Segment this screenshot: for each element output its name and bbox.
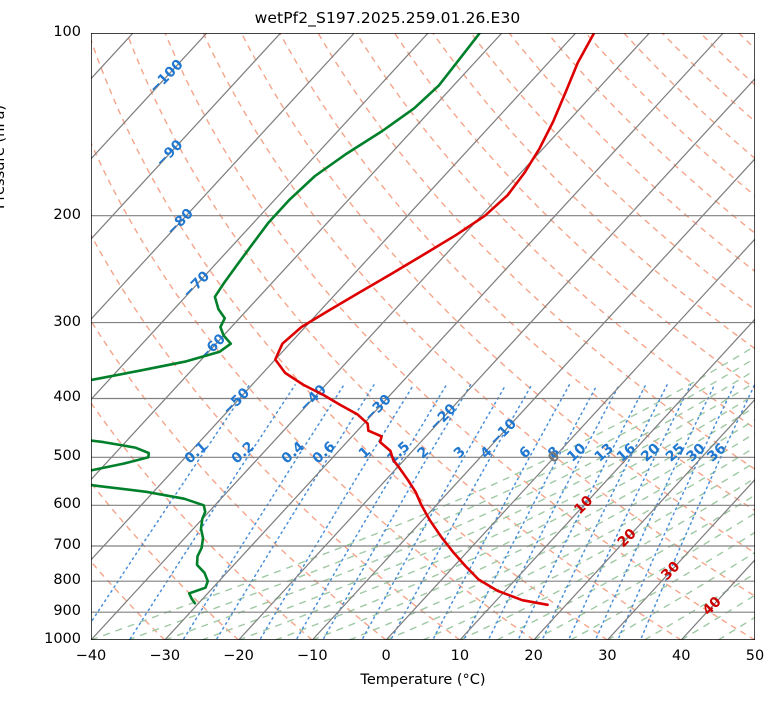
x-tick-label: 50 [745, 648, 765, 664]
y-tick-label: 300 [53, 313, 81, 330]
y-tick-label: 800 [53, 572, 81, 589]
dry-adiabat-lines [91, 33, 755, 640]
plot-background [91, 33, 755, 640]
x-tick-label: 30 [598, 648, 617, 664]
temperature-profile [274, 33, 596, 607]
y-axis-label: Pressure (hPa) [0, 105, 8, 210]
y-tick-label: 400 [53, 389, 81, 406]
y-tick-label: 900 [53, 603, 81, 620]
x-tick-label: −40 [75, 648, 107, 664]
y-tick-label: 100 [53, 24, 81, 40]
x-tick-label: 0 [381, 648, 391, 664]
moist-adiabat-lines [91, 345, 755, 640]
y-tick-label: 600 [53, 496, 81, 513]
mixing-ratio-lines [91, 384, 755, 640]
page-title: wetPf2_S197.2025.259.01.26.E30 [254, 9, 521, 27]
dewpoint-profile [91, 33, 482, 605]
y-tick-label: 700 [53, 536, 81, 553]
x-tick-label: −30 [149, 648, 181, 664]
pressure-gridlines [91, 33, 755, 640]
y-tick-label: 1000 [44, 631, 81, 647]
x-tick-label: −20 [223, 648, 254, 664]
x-tick-label: 40 [671, 648, 691, 664]
x-axis-label: Temperature (°C) [360, 672, 486, 688]
y-tick-label: 500 [53, 448, 81, 465]
x-tick-label: 10 [450, 648, 470, 664]
x-tick-label: −10 [297, 648, 328, 664]
plot-area: 0.1 0.2 0.4 0.6 1 1.5 2 3 4 6 8 10 13 16 20 25 30 36 −100… [91, 33, 755, 640]
temperature-line [274, 33, 596, 607]
isotherm-lines [91, 33, 755, 640]
y-tick-label: 200 [53, 206, 81, 223]
x-tick-label: 20 [524, 648, 543, 664]
dewpoint-line [91, 33, 482, 605]
